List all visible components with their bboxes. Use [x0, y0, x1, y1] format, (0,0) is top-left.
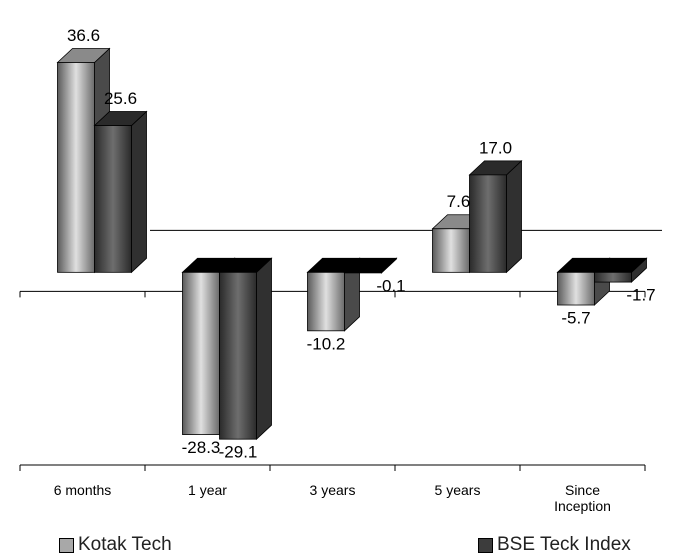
- bar: [94, 125, 132, 273]
- value-label: -28.3: [182, 438, 221, 457]
- bar: [182, 271, 220, 435]
- value-label: -5.7: [561, 308, 590, 327]
- legend-label: BSE Teck Index: [497, 534, 631, 555]
- bar: [557, 271, 595, 306]
- x-tick-label: 3 years: [309, 482, 356, 498]
- bar: [469, 174, 507, 273]
- legend-label: Kotak Tech: [78, 534, 172, 555]
- legend-item: Kotak Tech: [59, 534, 172, 556]
- bar: [594, 271, 632, 283]
- bar-side: [256, 257, 272, 441]
- value-label: 25.6: [104, 89, 137, 108]
- value-label: -29.1: [219, 443, 258, 462]
- bar: [344, 271, 382, 274]
- bar: [307, 271, 345, 332]
- x-tick-label: Since Inception: [554, 482, 611, 514]
- x-tick-label: 6 months: [53, 482, 112, 498]
- legend-item: BSE Teck Index: [478, 534, 631, 556]
- x-tick-label: 5 years: [434, 482, 481, 498]
- value-label: -1.7: [626, 286, 655, 305]
- value-label: 17.0: [479, 138, 512, 157]
- bar-side: [506, 159, 522, 274]
- value-label: 36.6: [67, 26, 100, 45]
- bar: [432, 228, 470, 273]
- value-label: -10.2: [307, 334, 346, 353]
- bar: [57, 62, 95, 273]
- value-label: 7.6: [447, 192, 471, 211]
- legend-swatch: [478, 537, 493, 553]
- legend-swatch: [59, 537, 74, 553]
- bar: [219, 271, 257, 440]
- bar-side: [131, 110, 147, 274]
- value-label: -0.1: [376, 276, 405, 295]
- x-tick-label: 1 year: [188, 482, 227, 498]
